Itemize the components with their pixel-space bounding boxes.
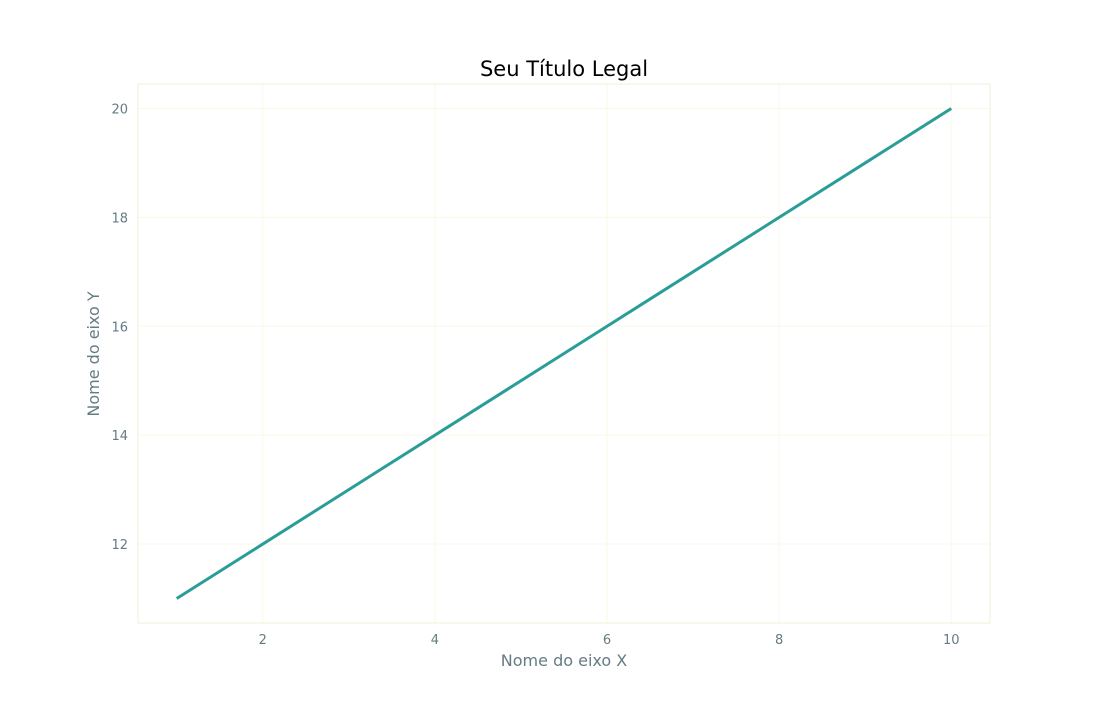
x-axis-label: Nome do eixo X xyxy=(501,651,627,670)
grid xyxy=(138,84,990,623)
y-axis-label: Nome do eixo Y xyxy=(84,291,103,416)
y-tick-label: 14 xyxy=(111,429,128,444)
plot-frame xyxy=(137,83,991,624)
series-line xyxy=(175,107,953,600)
y-tick-label: 20 xyxy=(111,103,128,118)
x-tick-label: 2 xyxy=(259,633,267,648)
x-axis-ticks: 2 4 6 8 10 xyxy=(259,633,960,648)
x-tick-label: 6 xyxy=(603,633,611,648)
y-tick-label: 16 xyxy=(111,320,128,335)
x-tick-label: 8 xyxy=(775,633,783,648)
y-axis-ticks: 12 14 16 18 20 xyxy=(111,103,128,554)
series-group xyxy=(175,107,953,600)
y-tick-label: 18 xyxy=(111,211,128,226)
y-tick-label: 12 xyxy=(111,538,128,553)
x-tick-label: 4 xyxy=(431,633,439,648)
chart-title: Seu Título Legal xyxy=(480,57,648,81)
x-tick-label: 10 xyxy=(943,633,960,648)
